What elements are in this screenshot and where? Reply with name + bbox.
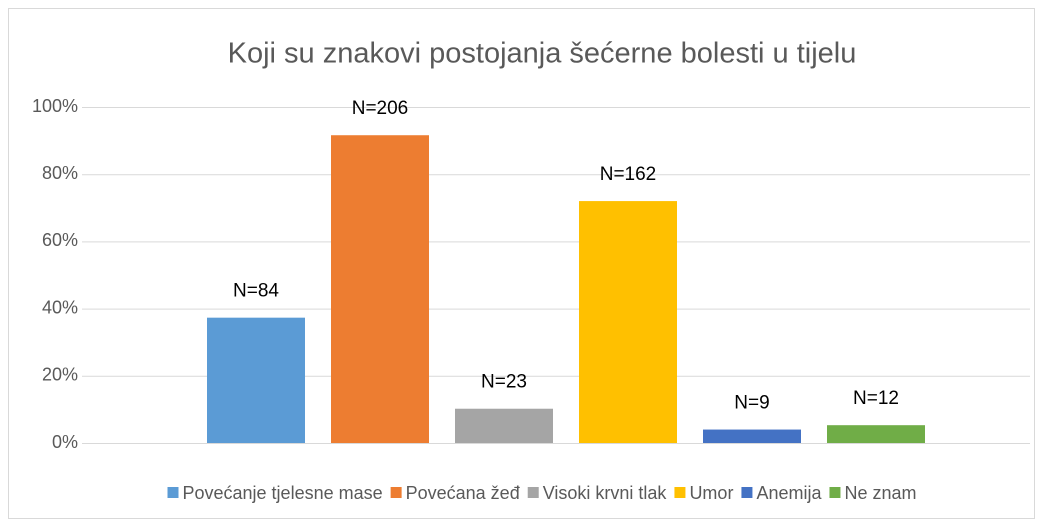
y-tick-label: 0% (52, 432, 78, 452)
legend-swatch (829, 487, 841, 498)
legend-swatch (674, 487, 686, 498)
y-tick-label: 20% (42, 365, 78, 385)
bar (455, 408, 553, 443)
y-tick-label: 80% (42, 163, 78, 183)
legend-swatch (741, 487, 753, 498)
data-label: N=12 (853, 388, 899, 409)
bar (207, 317, 305, 443)
y-tick-label: 100% (32, 96, 78, 116)
bar (827, 425, 925, 443)
data-label: N=23 (481, 372, 527, 393)
legend-label: Umor (689, 483, 733, 503)
legend-label: Anemija (756, 483, 822, 503)
y-tick-label: 40% (42, 297, 78, 317)
bar (331, 135, 429, 443)
legend-swatch (167, 487, 179, 498)
legend-label: Povećana žeđ (406, 483, 520, 503)
data-label: N=162 (600, 164, 657, 185)
legend-swatch (390, 487, 402, 498)
legend-label: Visoki krvni tlak (543, 483, 668, 503)
bar (703, 429, 801, 443)
data-label: N=84 (233, 281, 279, 302)
data-label: N=9 (734, 393, 769, 414)
chart-title: Koji su znakovi postojanja šećerne boles… (228, 38, 857, 70)
bar (579, 201, 677, 443)
data-label: N=206 (352, 98, 409, 119)
y-tick-label: 60% (42, 230, 78, 250)
legend-label: Ne znam (844, 483, 916, 503)
legend-swatch (527, 487, 539, 498)
legend-label: Povećanje tjelesne mase (183, 483, 383, 503)
